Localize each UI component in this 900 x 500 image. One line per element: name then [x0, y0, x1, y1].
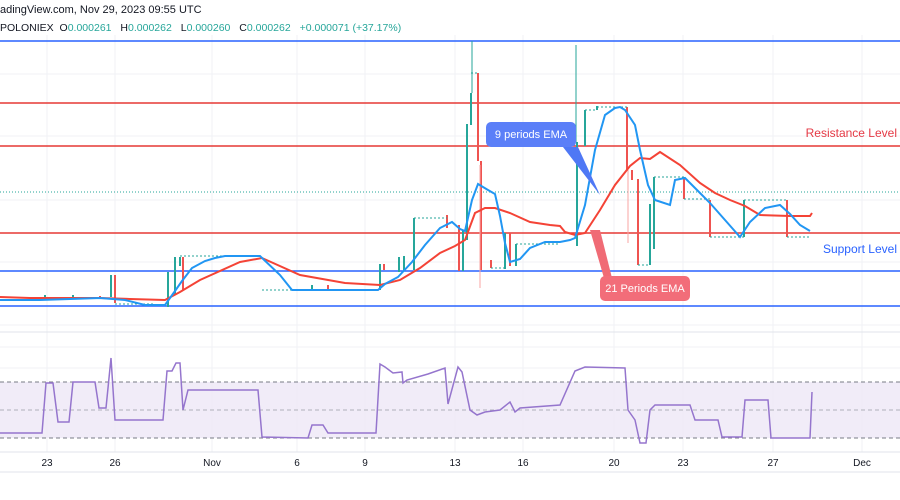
ema9-callout: 9 periods EMA: [486, 122, 600, 195]
low-value: 0.000260: [186, 22, 231, 34]
x-tick: 6: [294, 458, 300, 469]
horizontal-levels: [0, 40, 900, 307]
close-value: 0.000262: [246, 22, 291, 34]
high-value: 0.000262: [128, 22, 172, 34]
rsi-line: [0, 357, 813, 444]
high-label: H: [120, 22, 129, 34]
x-tick: 13: [449, 458, 461, 469]
open-value: 0.000261: [67, 22, 112, 34]
x-tick: Nov: [203, 458, 221, 469]
ohlc-legend: POLONIEX O0.000261 H0.000262 L0.000260 C…: [0, 22, 407, 34]
x-tick: 27: [767, 458, 779, 469]
source-line: adingView.com, Nov 29, 2023 09:55 UTC: [0, 4, 202, 16]
x-tick: 20: [608, 458, 620, 469]
ema9-callout-text: 9 periods EMA: [495, 129, 568, 141]
ema21-line: [0, 150, 813, 302]
x-axis: 23 26 Nov 6 9 13 16 20 23 27 Dec: [41, 458, 870, 469]
ema21-callout-text: 21 Periods EMA: [605, 283, 685, 295]
x-tick: 23: [41, 458, 53, 469]
close-label: C: [239, 22, 247, 34]
exchange-name: POLONIEX: [0, 22, 54, 34]
x-tick: 9: [362, 458, 368, 469]
open-label: O: [59, 22, 68, 34]
low-label: L: [180, 22, 187, 34]
x-tick: Dec: [853, 458, 871, 469]
x-tick: 26: [109, 458, 121, 469]
candles: [44, 41, 788, 307]
x-tick: 23: [677, 458, 689, 469]
change-value: +0.000071 (+37.17%): [299, 22, 402, 34]
x-tick: 16: [517, 458, 529, 469]
rsi-panel: [0, 331, 900, 444]
support-level-label: Support Level: [823, 242, 897, 256]
ema21-callout: 21 Periods EMA: [590, 230, 690, 301]
ema9-line: [0, 105, 811, 306]
resistance-level-label: Resistance Level: [806, 126, 897, 140]
